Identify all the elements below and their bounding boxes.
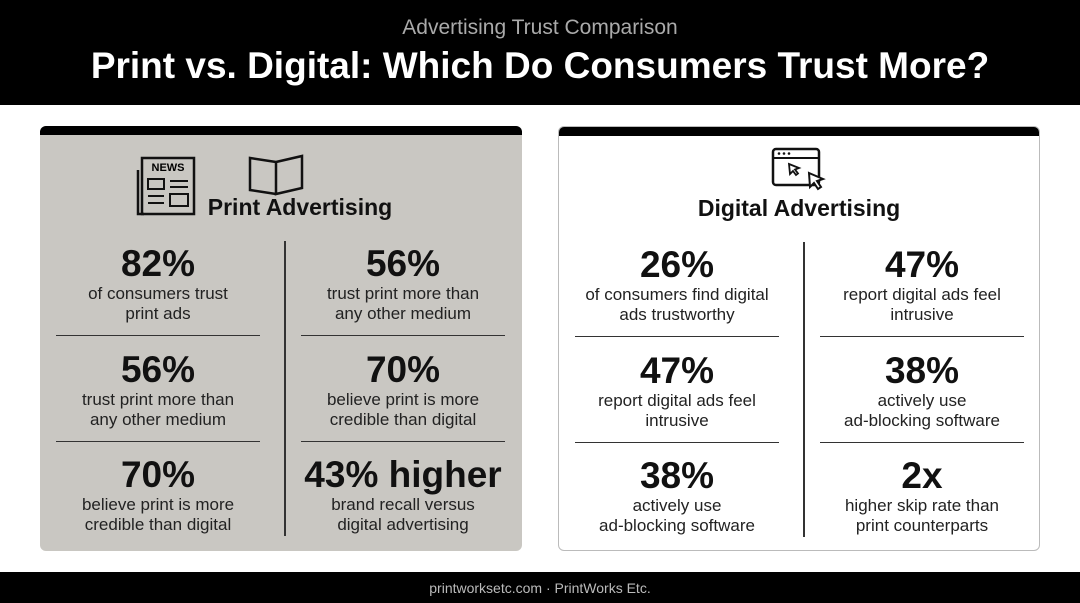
column-divider bbox=[284, 241, 286, 536]
panel-heading: Print Advertising bbox=[207, 194, 393, 220]
stat-description: print counterparts bbox=[855, 515, 989, 535]
row-divider bbox=[820, 442, 1024, 443]
print-panel: NEWS Print Advertising 82% of consumers t… bbox=[40, 126, 522, 551]
stat-value: 38% bbox=[884, 350, 960, 391]
stat-description: any other medium bbox=[89, 409, 227, 429]
print-icons: NEWS bbox=[136, 154, 304, 216]
panel-heading: Digital Advertising bbox=[697, 195, 901, 221]
stat-description: print ads bbox=[125, 303, 191, 323]
stat-description: report digital ads feel bbox=[843, 285, 1001, 304]
panel-top-bar bbox=[40, 126, 522, 135]
stat-description: believe print is more bbox=[81, 495, 235, 514]
row-divider bbox=[56, 335, 260, 336]
book-icon bbox=[248, 154, 304, 196]
stat-description: higher skip rate than bbox=[844, 496, 1000, 515]
stat-description: intrusive bbox=[645, 410, 709, 430]
stat-value: 43% higher bbox=[304, 454, 502, 495]
newspaper-icon bbox=[140, 156, 196, 216]
stat-description: ad-blocking software bbox=[599, 515, 755, 535]
stat-value: 26% bbox=[639, 244, 715, 285]
panel-top-bar bbox=[559, 127, 1039, 136]
row-divider bbox=[301, 441, 505, 442]
stat-description: report digital ads feel bbox=[598, 391, 756, 410]
footer-bar bbox=[0, 572, 1080, 603]
stat-description: ads trustworthy bbox=[619, 304, 735, 324]
stat-value: 82% bbox=[120, 243, 196, 284]
column-divider bbox=[803, 242, 805, 537]
stat-description: believe print is more bbox=[326, 390, 480, 409]
row-divider bbox=[575, 336, 779, 337]
stat-description: any other medium bbox=[334, 303, 472, 323]
row-divider bbox=[56, 441, 260, 442]
stat-value: 70% bbox=[365, 349, 441, 390]
title: Print vs. Digital: Which Do Consumers Tr… bbox=[90, 45, 990, 86]
row-divider bbox=[820, 336, 1024, 337]
stat-description: digital advertising bbox=[337, 514, 469, 534]
stat-value: 38% bbox=[639, 455, 715, 496]
stat-value: 47% bbox=[884, 244, 960, 285]
stat-value: 56% bbox=[120, 349, 196, 390]
stat-value: 2x bbox=[901, 455, 943, 496]
stat-description: ad-blocking software bbox=[844, 410, 1000, 430]
stat-description: credible than digital bbox=[84, 514, 232, 534]
stat-value: 56% bbox=[365, 243, 441, 284]
stat-description: of consumers find digital bbox=[585, 285, 769, 304]
row-divider bbox=[301, 335, 505, 336]
stat-value: 47% bbox=[639, 350, 715, 391]
digital-panel: Digital Advertising 26% of consumers find… bbox=[558, 126, 1040, 551]
stat-description: actively use bbox=[877, 391, 967, 410]
stat-description: trust print more than bbox=[81, 390, 235, 409]
subtitle: Advertising Trust Comparison bbox=[402, 16, 678, 39]
news-label: NEWS bbox=[152, 162, 185, 174]
stat-description: actively use bbox=[632, 496, 722, 515]
browser-icon bbox=[771, 147, 826, 191]
row-divider bbox=[575, 442, 779, 443]
stat-description: intrusive bbox=[890, 304, 954, 324]
footer-text: printworksetc.com · PrintWorks Etc. bbox=[429, 580, 651, 596]
stat-description: of consumers trust bbox=[88, 284, 228, 303]
header-bar bbox=[0, 0, 1080, 105]
stat-description: credible than digital bbox=[329, 409, 477, 429]
stat-value: 70% bbox=[120, 454, 196, 495]
stat-description: trust print more than bbox=[326, 284, 480, 303]
stat-description: brand recall versus bbox=[331, 495, 475, 514]
